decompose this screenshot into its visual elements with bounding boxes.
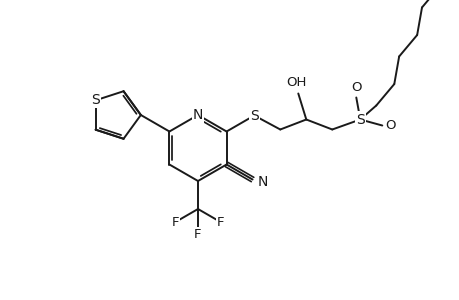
Text: S: S [249,109,258,122]
Text: S: S [91,93,100,107]
Text: N: N [257,176,267,190]
Text: F: F [216,215,224,229]
Text: OH: OH [285,76,306,89]
Text: O: O [384,119,395,132]
Text: F: F [171,215,179,229]
Text: F: F [194,229,202,242]
Text: S: S [355,112,364,127]
Text: O: O [350,81,361,94]
Text: N: N [192,108,203,122]
